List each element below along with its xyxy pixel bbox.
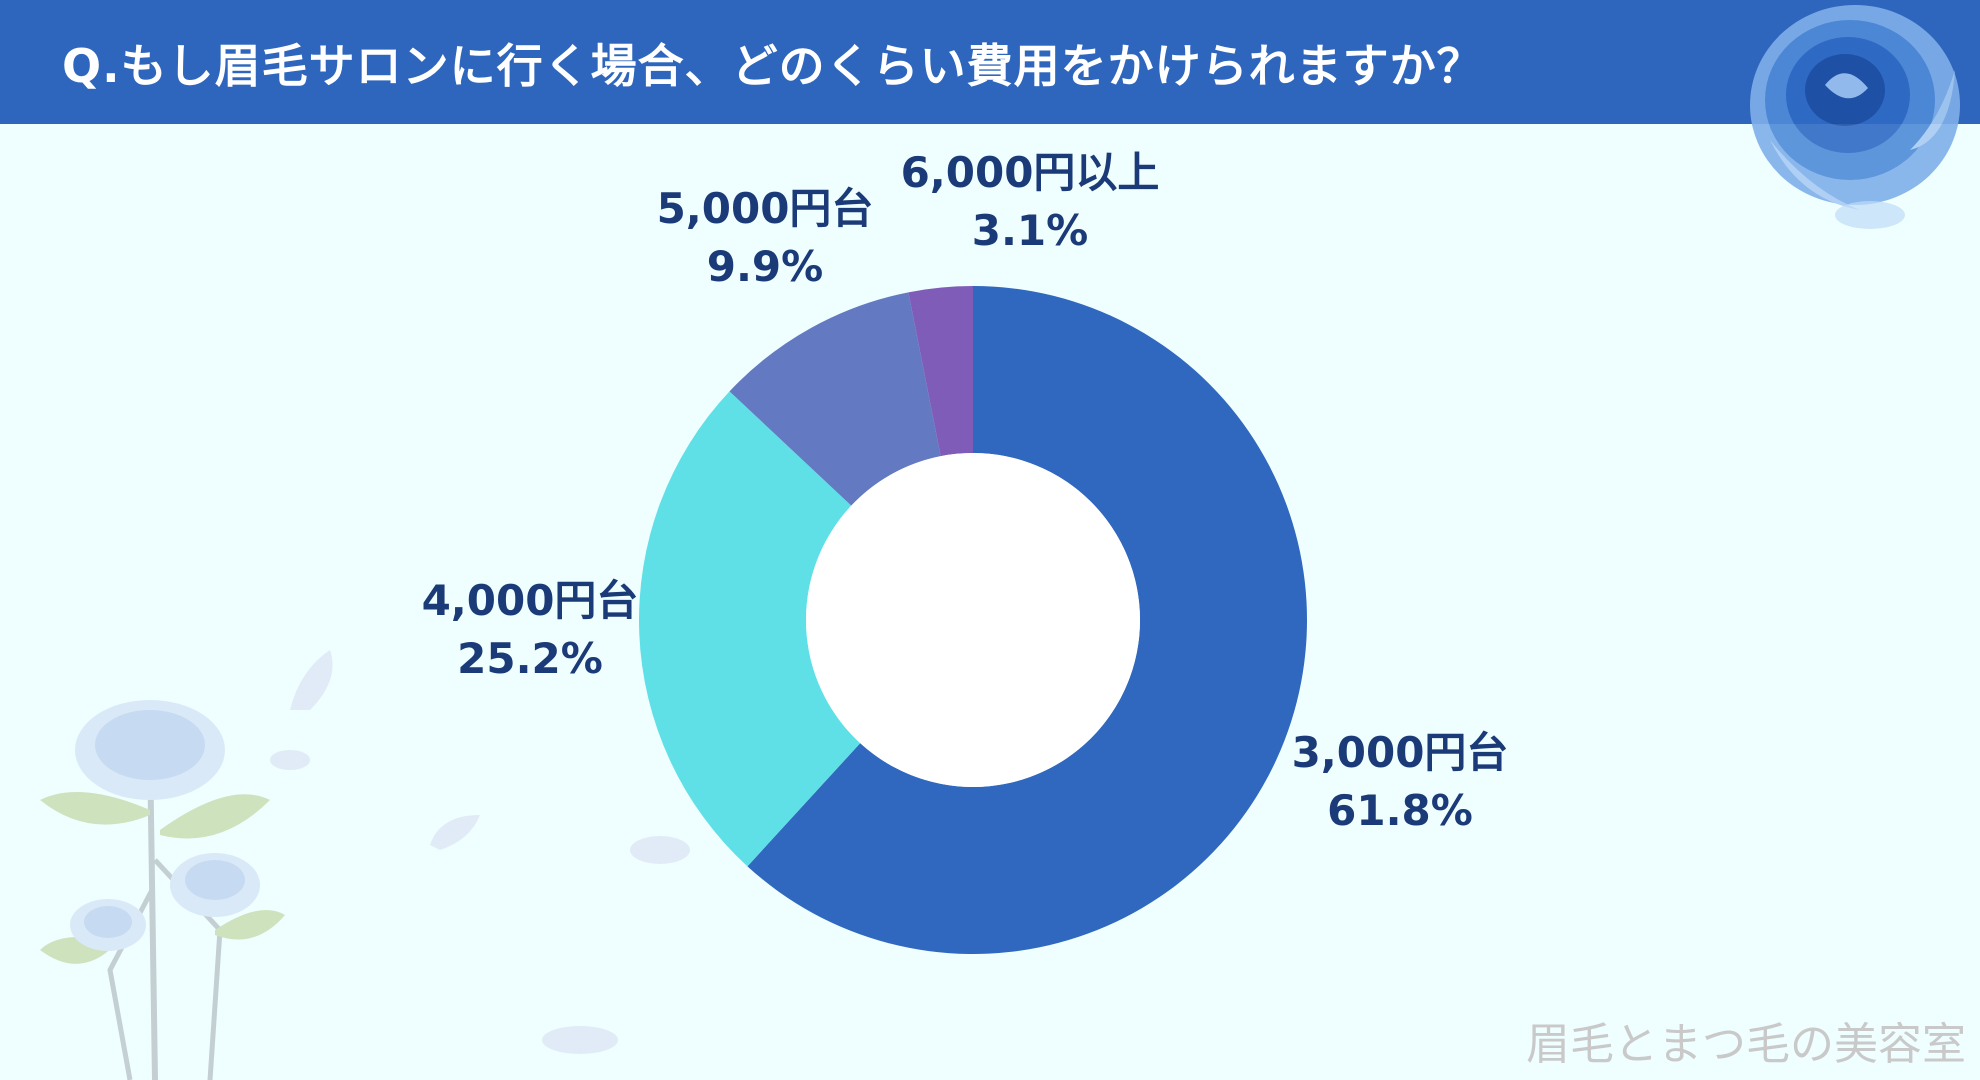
slice-category-4000: 4,000円台 bbox=[421, 576, 639, 625]
donut-slices bbox=[639, 286, 1307, 955]
donut-slice-3 bbox=[908, 286, 973, 457]
slice-value-6000: 3.1% bbox=[971, 206, 1089, 255]
slice-value-5000: 9.9% bbox=[706, 242, 824, 291]
slice-category-5000: 5,000円台 bbox=[656, 184, 874, 233]
slice-value-3000: 61.8% bbox=[1327, 786, 1473, 835]
slice-value-4000: 25.2% bbox=[457, 634, 603, 683]
donut-slice-0 bbox=[747, 286, 1307, 955]
watermark: 眉毛とまつ毛の美容室 bbox=[1526, 1019, 1966, 1070]
title-bar: Q.もし眉毛サロンに行く場合、どのくらい費用をかけられますか？ bbox=[0, 0, 1980, 124]
slice-category-3000: 3,000円台 bbox=[1291, 728, 1509, 777]
donut-slice-2 bbox=[729, 292, 941, 506]
donut-hole bbox=[806, 453, 1140, 787]
donut-slice-1 bbox=[639, 391, 861, 867]
petal-decoration bbox=[270, 650, 690, 1054]
slice-label-3000: 3,000円台 61.8% bbox=[1290, 724, 1510, 840]
slice-label-4000: 4,000円台 25.2% bbox=[420, 572, 640, 688]
slice-label-6000: 6,000円以上 3.1% bbox=[900, 144, 1160, 260]
page-title: Q.もし眉毛サロンに行く場合、どのくらい費用をかけられますか？ bbox=[62, 39, 1484, 93]
rose-illustration-bottom-left bbox=[40, 700, 285, 1080]
slice-category-6000: 6,000円以上 bbox=[900, 148, 1160, 197]
slice-label-5000: 5,000円台 9.9% bbox=[655, 180, 875, 296]
rose-illustration-top-right bbox=[1750, 5, 1960, 229]
